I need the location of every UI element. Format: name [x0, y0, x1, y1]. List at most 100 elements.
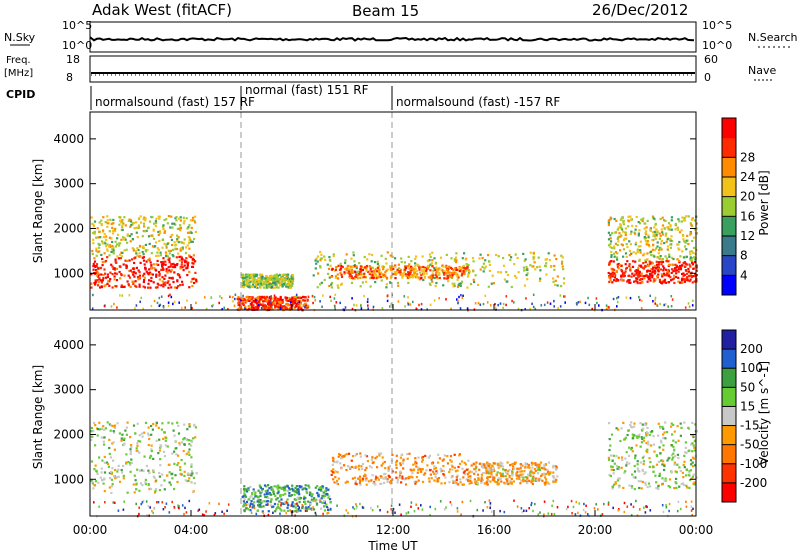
velocity-cell [483, 482, 486, 485]
velocity-cell [347, 511, 349, 515]
power-cell [683, 261, 686, 265]
power-cell [189, 219, 192, 222]
power-cell [95, 247, 98, 250]
power-cell [442, 284, 445, 287]
velocity-cell [261, 510, 264, 513]
velocity-cell [171, 500, 173, 504]
nsky-tick-top-left: 10^5 [62, 19, 92, 32]
velocity-cell [537, 468, 540, 471]
velocity-cell [485, 469, 488, 472]
velocity-cell [657, 485, 660, 488]
velocity-cell [276, 497, 279, 500]
velocity-cell [520, 475, 523, 478]
power-cell [616, 300, 619, 304]
power-cell [617, 236, 620, 239]
power-cell [273, 286, 276, 289]
power-cell [654, 269, 657, 272]
velocity-cell [372, 482, 375, 485]
power-cell [639, 240, 642, 243]
power-cell [653, 266, 656, 269]
velocity-cell [370, 458, 373, 461]
power-cell [178, 217, 181, 220]
velocity-cell [683, 466, 686, 469]
power-cell [423, 276, 426, 279]
velocity-cell [159, 464, 162, 467]
power-cell [620, 264, 623, 267]
power-cell [269, 298, 272, 301]
power-colorbar-swatch [722, 196, 736, 217]
power-cell [634, 260, 637, 263]
velocity-cell [291, 501, 294, 504]
velocity-cell [490, 464, 493, 467]
power-cell [674, 228, 677, 231]
power-cell [674, 275, 678, 279]
power-cell [686, 279, 689, 282]
power-cell [657, 273, 660, 276]
velocity-cell [597, 508, 599, 511]
power-cell [668, 253, 671, 256]
power-cell [434, 274, 437, 277]
velocity-cell [270, 493, 273, 496]
velocity-cell [190, 444, 193, 447]
power-cell [133, 275, 136, 278]
power-cell [473, 280, 476, 284]
power-cell [622, 255, 625, 258]
velocity-cell [330, 500, 332, 504]
power-cell [613, 268, 616, 271]
power-cell [174, 266, 177, 269]
velocity-cell [129, 450, 132, 453]
velocity-cell [305, 488, 308, 491]
power-cell [399, 268, 403, 271]
velocity-cell [427, 456, 430, 459]
power-cell [274, 296, 277, 299]
velocity-cell [462, 471, 465, 474]
velocity-cell [476, 482, 479, 485]
velocity-cell [575, 500, 578, 504]
velocity-cell [272, 492, 276, 496]
velocity-cell [517, 475, 520, 478]
velocity-cell [163, 455, 166, 458]
velocity-cell [118, 432, 121, 435]
velocity-cell [145, 464, 148, 468]
power-cell [179, 216, 182, 219]
power-cell [538, 265, 541, 268]
velocity-cell [547, 470, 550, 473]
power-cell [133, 257, 136, 260]
power-cell [554, 279, 557, 282]
velocity-cell [503, 482, 506, 485]
velocity-cell [630, 486, 633, 489]
power-cell [148, 242, 151, 245]
velocity-cell [482, 466, 485, 469]
velocity-cell [116, 470, 119, 473]
velocity-cell [439, 500, 442, 503]
velocity-cell [147, 432, 150, 435]
velocity-cell [164, 444, 167, 447]
velocity-cell [666, 431, 669, 434]
power-cell [100, 281, 103, 284]
power-cell [431, 280, 434, 283]
power-cell [397, 284, 400, 287]
power-cell [307, 295, 310, 298]
power-cell [137, 278, 140, 281]
power-cell [420, 302, 423, 306]
velocity-ytick-label: 4000 [53, 338, 84, 352]
velocity-cell [521, 464, 524, 467]
velocity-cell [251, 506, 254, 509]
velocity-cell [545, 480, 548, 483]
power-cell [102, 229, 105, 232]
power-cell [658, 232, 661, 235]
velocity-cell [324, 489, 327, 492]
velocity-cell [256, 500, 259, 503]
velocity-cell [424, 472, 427, 475]
power-cell [540, 304, 543, 307]
velocity-cell [277, 489, 280, 492]
velocity-cell [375, 476, 378, 479]
velocity-cell [639, 445, 642, 448]
power-cell [248, 273, 251, 277]
velocity-cell [134, 432, 137, 435]
power-cell [181, 258, 184, 261]
velocity-cell [188, 453, 191, 456]
power-cell [367, 307, 369, 310]
power-cell [115, 267, 119, 270]
power-cell [665, 257, 669, 260]
